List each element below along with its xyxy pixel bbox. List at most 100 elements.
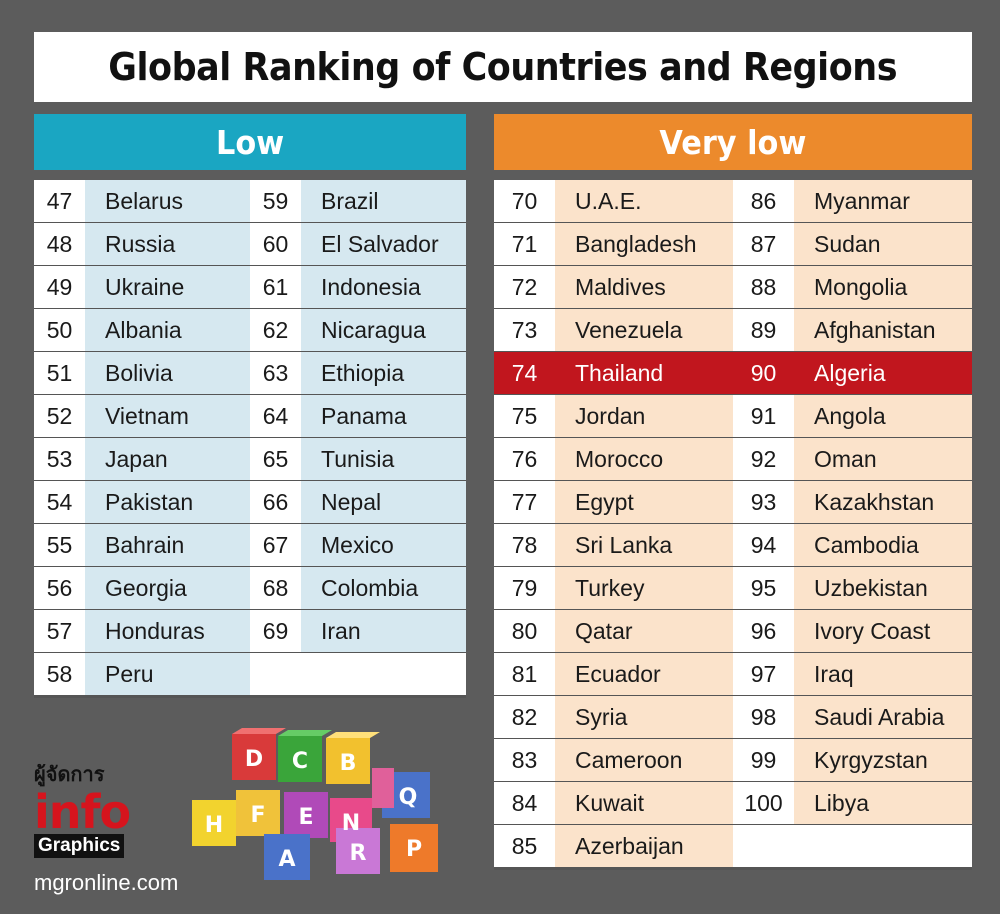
rank-number: 83 [494,739,555,782]
rank-number: 71 [494,223,555,266]
country-name: Bangladesh [555,223,733,266]
page-title: Global Ranking of Countries and Regions [108,45,898,89]
country-name: Kuwait [555,782,733,825]
very-low-header-label: Very low [659,122,807,162]
logo-thai-text: ผู้จัดการ [34,762,105,786]
country-name: Algeria [794,352,972,395]
low-header-label: Low [215,122,285,162]
country-name: Nepal [301,481,466,524]
country-name: Vietnam [85,395,250,438]
block-cube [326,738,370,784]
site-url: mgronline.com [34,870,179,895]
rank-number: 97 [733,653,794,696]
block-cube [336,828,380,874]
country-name: Ethiopia [301,352,466,395]
rank-number: 99 [733,739,794,782]
empty-cell [250,653,301,696]
rank-number: 86 [733,180,794,223]
country-name: Mongolia [794,266,972,309]
rank-number: 47 [34,180,85,223]
country-name: Turkey [555,567,733,610]
rank-number: 91 [733,395,794,438]
rank-number: 57 [34,610,85,653]
rank-number: 98 [733,696,794,739]
block-letter: P [406,837,422,862]
rank-number: 90 [733,352,794,395]
country-name: Sudan [794,223,972,266]
rank-number: 65 [250,438,301,481]
country-name: Belarus [85,180,250,223]
block-cube [232,734,276,780]
country-name: Iran [301,610,466,653]
rank-number: 95 [733,567,794,610]
block-letter: H [205,813,223,838]
block-letter: D [245,747,263,772]
country-name: Georgia [85,567,250,610]
rank-number: 62 [250,309,301,352]
rank-number: 96 [733,610,794,653]
very-low-table: 70 U.A.E. 86 Myanmar 71 Bangladesh 87 Sudan 72 Ma… [494,180,972,870]
title-banner: Global Ranking of Countries and Regions [34,32,972,102]
rank-number: 73 [494,309,555,352]
country-name: Qatar [555,610,733,653]
country-name: Libya [794,782,972,825]
rank-number: 64 [250,395,301,438]
block-cube [192,800,236,846]
country-name: Uzbekistan [794,567,972,610]
country-name: Angola [794,395,972,438]
rank-number: 69 [250,610,301,653]
rank-number: 49 [34,266,85,309]
country-name: Cameroon [555,739,733,782]
block-cube [264,834,310,880]
very-low-panel: Very low 70 U.A.E. 86 Myanmar 71 Bangladesh 87… [494,114,972,870]
rank-number: 93 [733,481,794,524]
country-name: Bahrain [85,524,250,567]
rank-number: 82 [494,696,555,739]
rank-number: 59 [250,180,301,223]
country-name: Colombia [301,567,466,610]
rank-number: 53 [34,438,85,481]
block-letter: N [342,811,360,836]
rank-number: 72 [494,266,555,309]
country-name: Mexico [301,524,466,567]
rank-number: 61 [250,266,301,309]
block-letter: C [292,749,308,774]
block-cube [284,792,328,838]
country-name: Kazakhstan [794,481,972,524]
rank-number: 63 [250,352,301,395]
block-letter: R [350,841,367,866]
block-cube [390,824,438,872]
country-name: Russia [85,223,250,266]
rank-number: 55 [34,524,85,567]
empty-cell [301,653,466,696]
block-letter: Q [399,785,418,810]
country-name: Azerbaijan [555,825,733,868]
low-table: 47 Belarus 59 Brazil 48 Russia 60 El Salvador 49… [34,180,466,698]
rank-number: 48 [34,223,85,266]
country-name: El Salvador [301,223,466,266]
rank-number: 85 [494,825,555,868]
rank-number: 100 [733,782,794,825]
country-name: Bolivia [85,352,250,395]
country-name: Panama [301,395,466,438]
country-name: Oman [794,438,972,481]
rank-number: 50 [34,309,85,352]
country-name: Ivory Coast [794,610,972,653]
block-letter: F [250,803,265,828]
rank-number: 51 [34,352,85,395]
rank-number: 74 [494,352,555,395]
rank-number: 76 [494,438,555,481]
rank-number: 79 [494,567,555,610]
logo-graphics-text: Graphics [34,834,125,858]
low-header: Low [34,114,466,170]
country-name: U.A.E. [555,180,733,223]
logo-info-text: info [34,785,131,839]
rank-number: 94 [733,524,794,567]
country-name: Egypt [555,481,733,524]
rank-number: 88 [733,266,794,309]
country-name: Venezuela [555,309,733,352]
country-name: Sri Lanka [555,524,733,567]
block-letter: A [278,847,295,872]
country-name: Syria [555,696,733,739]
block-letter: B [340,751,357,776]
